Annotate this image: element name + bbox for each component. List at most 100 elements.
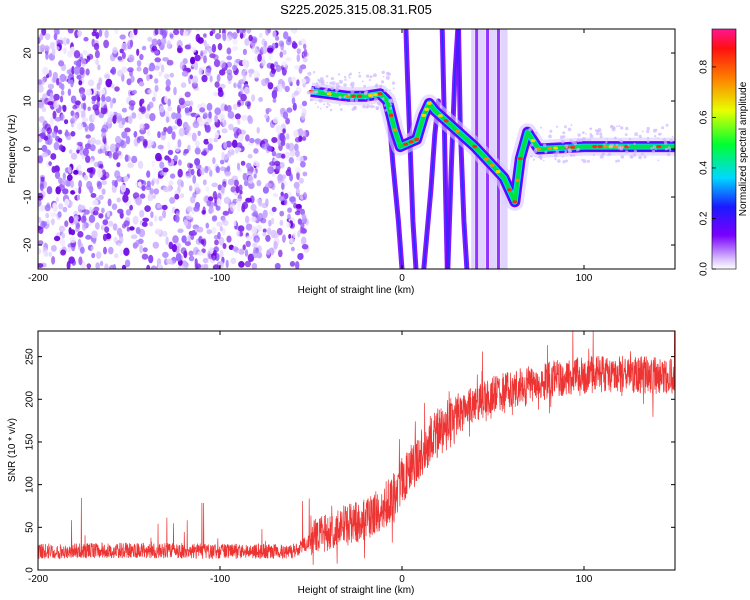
noise-speck <box>100 141 105 150</box>
noise-speck <box>301 100 308 107</box>
noise-speck <box>194 54 201 62</box>
noise-speck <box>144 205 151 213</box>
noise-speck <box>201 74 208 83</box>
faint-speck <box>646 126 650 131</box>
noise-speck <box>144 113 151 119</box>
faint-speck <box>373 73 377 78</box>
noise-speck <box>83 51 90 56</box>
noise-speck <box>235 147 240 154</box>
noise-speck <box>179 61 185 70</box>
noise-speck <box>133 131 138 138</box>
noise-speck <box>183 148 189 154</box>
noise-speck <box>147 89 153 95</box>
noise-speck <box>151 180 155 186</box>
noise-speck <box>246 29 252 34</box>
noise-speck <box>211 226 217 234</box>
noise-speck <box>71 114 78 122</box>
noise-speck <box>109 99 113 109</box>
noise-speck <box>68 227 72 235</box>
noise-speck <box>145 184 152 191</box>
noise-speck <box>222 210 229 216</box>
noise-speck <box>41 221 48 227</box>
noise-speck <box>226 104 232 113</box>
noise-speck <box>219 69 226 76</box>
noise-speck <box>44 33 51 41</box>
noise-speck <box>283 198 288 206</box>
noise-speck <box>299 253 304 260</box>
ridge-peak <box>495 170 501 174</box>
faint-speck <box>358 74 362 78</box>
faint-speck <box>338 95 342 100</box>
noise-speck <box>101 188 106 195</box>
noise-speck <box>161 230 168 237</box>
noise-speck <box>62 206 68 213</box>
noise-speck <box>185 213 193 220</box>
noise-speck <box>41 77 45 85</box>
noise-speck <box>62 188 69 195</box>
faint-speck <box>335 91 337 94</box>
noise-speck <box>53 33 58 41</box>
faint-speck <box>586 139 589 142</box>
noise-speck <box>238 184 243 192</box>
noise-speck <box>251 94 256 102</box>
noise-speck <box>216 74 221 83</box>
faint-speck <box>609 124 614 129</box>
noise-speck <box>251 212 258 218</box>
noise-speck <box>247 153 253 159</box>
noise-speck <box>248 34 253 42</box>
faint-speck <box>358 71 361 74</box>
faint-speck <box>620 126 624 130</box>
faint-speck <box>629 155 633 159</box>
noise-speck <box>157 39 162 47</box>
noise-speck <box>113 236 118 244</box>
noise-speck <box>225 140 232 148</box>
faint-speck <box>377 101 382 106</box>
noise-speck <box>301 78 307 84</box>
y-tick-label: 50 <box>25 521 36 533</box>
noise-speck <box>148 221 154 227</box>
noise-speck <box>160 64 165 73</box>
noise-speck <box>202 206 206 215</box>
noise-speck <box>240 87 244 95</box>
noise-speck <box>255 238 259 244</box>
faint-speck <box>589 134 594 139</box>
faint-speck <box>671 135 674 138</box>
faint-speck <box>320 107 322 110</box>
noise-speck <box>242 172 248 181</box>
faint-speck <box>312 71 316 74</box>
faint-speck <box>652 145 656 149</box>
faint-speck <box>389 99 393 103</box>
noise-speck <box>223 141 228 149</box>
noise-speck <box>203 138 210 145</box>
noise-speck <box>131 155 138 164</box>
noise-speck <box>98 77 103 86</box>
noise-speck <box>76 74 82 80</box>
faint-speck <box>384 108 388 112</box>
noise-speck <box>242 244 246 251</box>
noise-speck <box>166 40 171 48</box>
noise-speck <box>179 29 185 36</box>
noise-speck <box>137 111 143 120</box>
noise-speck <box>157 144 164 150</box>
noise-speck <box>237 133 245 142</box>
noise-speck <box>172 235 179 244</box>
noise-speck <box>265 182 272 188</box>
noise-speck <box>141 221 148 227</box>
noise-speck <box>237 82 242 89</box>
noise-speck <box>119 48 124 54</box>
noise-speck <box>202 238 207 247</box>
noise-speck <box>280 42 285 51</box>
noise-speck <box>46 186 53 195</box>
noise-speck <box>219 249 224 258</box>
noise-speck <box>52 110 57 120</box>
noise-speck <box>272 116 279 124</box>
faint-speck <box>577 133 581 137</box>
noise-speck <box>112 115 117 124</box>
faint-speck <box>530 143 534 147</box>
noise-speck <box>69 180 75 188</box>
noise-speck <box>302 130 307 138</box>
noise-speck <box>95 139 101 145</box>
noise-speck <box>190 234 195 240</box>
faint-speck <box>667 152 671 157</box>
noise-speck <box>121 107 127 113</box>
